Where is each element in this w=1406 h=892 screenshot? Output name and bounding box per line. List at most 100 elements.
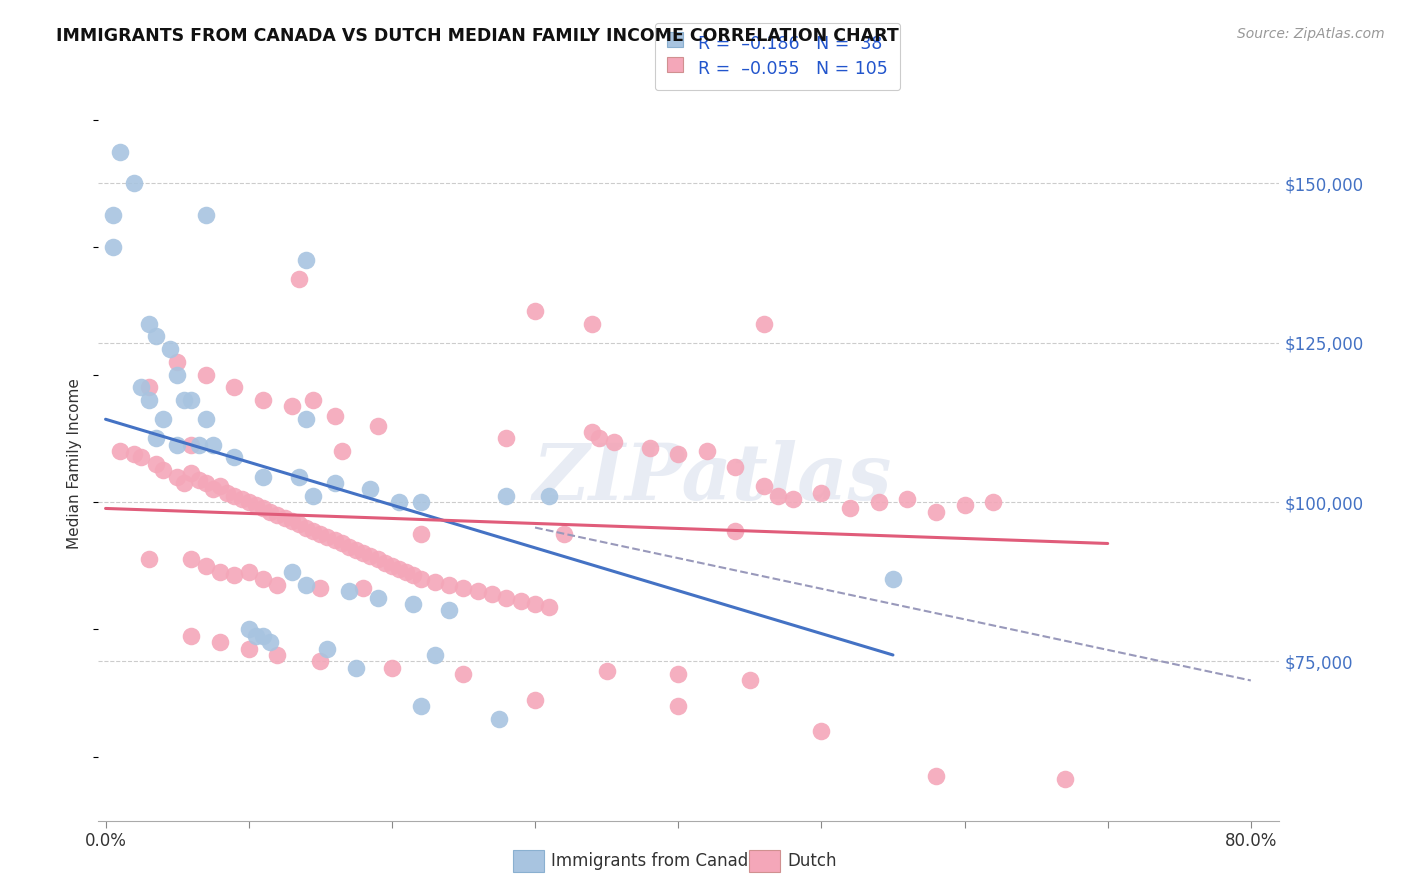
Point — [180, 467, 202, 481]
Point — [316, 641, 339, 656]
Point — [638, 441, 661, 455]
Point — [224, 568, 246, 582]
Point — [159, 342, 181, 356]
Point — [138, 393, 160, 408]
Point — [187, 473, 209, 487]
Point — [238, 641, 260, 656]
Point — [981, 495, 1004, 509]
Point — [359, 483, 381, 497]
Point — [252, 629, 274, 643]
Point — [588, 431, 610, 445]
Point — [194, 475, 217, 490]
Point — [309, 527, 332, 541]
Point — [180, 552, 202, 566]
Point — [467, 584, 489, 599]
Point — [509, 594, 531, 608]
Point — [138, 552, 160, 566]
Point — [266, 508, 288, 522]
Point — [201, 483, 224, 497]
Point — [194, 412, 217, 426]
Point — [1053, 772, 1076, 787]
Point — [581, 425, 603, 439]
Point — [925, 769, 948, 783]
Point — [180, 438, 202, 452]
Point — [409, 698, 432, 713]
Point — [603, 434, 626, 449]
Point — [180, 393, 202, 408]
Point — [896, 491, 918, 506]
Point — [953, 498, 976, 512]
Point — [752, 479, 775, 493]
Point — [122, 177, 145, 191]
Point — [280, 400, 302, 414]
Point — [302, 489, 325, 503]
Point — [238, 623, 260, 637]
Point — [330, 444, 353, 458]
Point — [524, 304, 547, 318]
Point — [224, 489, 246, 503]
Point — [595, 664, 617, 678]
Legend: R =  –0.186   N =  38, R =  –0.055   N = 105: R = –0.186 N = 38, R = –0.055 N = 105 — [655, 23, 900, 90]
Point — [194, 208, 217, 222]
Point — [323, 533, 346, 548]
Point — [553, 527, 575, 541]
Point — [337, 540, 360, 554]
Point — [423, 648, 446, 662]
Point — [344, 542, 367, 557]
Point — [810, 724, 832, 739]
Point — [538, 489, 561, 503]
Point — [194, 558, 217, 573]
Point — [259, 635, 281, 649]
Point — [295, 412, 318, 426]
Point — [381, 661, 404, 675]
Point — [295, 252, 318, 267]
Text: Immigrants from Canada: Immigrants from Canada — [551, 852, 758, 870]
Point — [402, 597, 425, 611]
Point — [367, 591, 389, 605]
Point — [524, 692, 547, 706]
Point — [131, 450, 153, 465]
Point — [108, 145, 131, 159]
Point — [288, 469, 311, 483]
Point — [395, 565, 418, 579]
Point — [224, 450, 246, 465]
Point — [152, 412, 174, 426]
Point — [166, 355, 188, 369]
Point — [738, 673, 761, 688]
Point — [209, 635, 232, 649]
Point — [288, 517, 311, 532]
Point — [209, 565, 232, 579]
Point — [581, 317, 603, 331]
Point — [409, 572, 432, 586]
Point — [231, 491, 253, 506]
Text: ZIPatlas: ZIPatlas — [533, 440, 893, 516]
Point — [666, 447, 689, 461]
Point — [309, 654, 332, 668]
Point — [381, 558, 404, 573]
Point — [495, 591, 517, 605]
Point — [453, 581, 475, 595]
Point — [402, 568, 425, 582]
Point — [288, 272, 311, 286]
Point — [409, 527, 432, 541]
Point — [352, 581, 374, 595]
Point — [238, 565, 260, 579]
Point — [252, 572, 274, 586]
Point — [302, 393, 325, 408]
Point — [344, 661, 367, 675]
Point — [359, 549, 381, 564]
Y-axis label: Median Family Income: Median Family Income — [67, 378, 83, 549]
Point — [302, 524, 325, 538]
Point — [495, 489, 517, 503]
Point — [166, 368, 188, 382]
Point — [280, 565, 302, 579]
Point — [868, 495, 890, 509]
Point — [782, 491, 804, 506]
Point — [330, 536, 353, 550]
Point — [666, 698, 689, 713]
Point — [201, 438, 224, 452]
Point — [266, 578, 288, 592]
Point — [194, 368, 217, 382]
Point — [839, 501, 862, 516]
Point — [173, 393, 195, 408]
